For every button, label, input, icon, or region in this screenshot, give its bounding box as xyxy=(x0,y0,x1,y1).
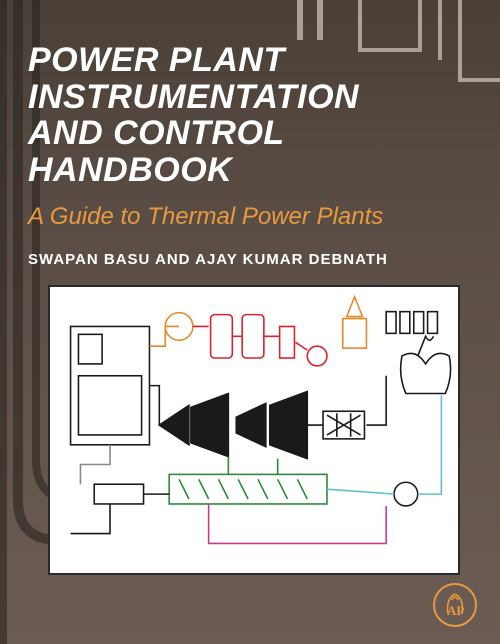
publisher-logo: AP xyxy=(432,582,478,628)
title-line-1: POWER PLANT xyxy=(28,42,472,79)
power-plant-schematic xyxy=(50,287,458,573)
book-cover: POWER PLANT INSTRUMENTATION AND CONTROL … xyxy=(0,0,500,644)
book-authors: SWAPAN BASU AND AJAY KUMAR DEBNATH xyxy=(28,251,472,268)
svg-text:AP: AP xyxy=(447,603,464,618)
title-line-2: INSTRUMENTATION xyxy=(28,79,472,116)
title-line-4: HANDBOOK xyxy=(28,152,472,189)
book-subtitle: A Guide to Thermal Power Plants xyxy=(28,203,472,231)
book-title: POWER PLANT INSTRUMENTATION AND CONTROL … xyxy=(28,42,472,189)
title-line-3: AND CONTROL xyxy=(28,115,472,152)
schematic-diagram-panel xyxy=(48,285,460,575)
title-block: POWER PLANT INSTRUMENTATION AND CONTROL … xyxy=(28,42,472,268)
